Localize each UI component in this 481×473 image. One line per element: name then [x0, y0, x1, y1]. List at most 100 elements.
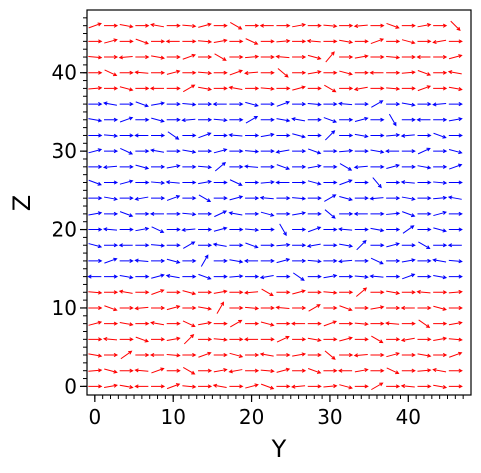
arrow: [135, 149, 150, 154]
arrow: [401, 55, 416, 60]
y-tick-label: 10: [52, 296, 77, 320]
arrow: [245, 23, 260, 28]
arrow: [417, 70, 432, 76]
arrow: [370, 243, 385, 248]
arrow: [135, 321, 150, 326]
arrow: [417, 23, 432, 28]
arrow: [292, 85, 306, 91]
arrow: [213, 337, 228, 342]
arrow: [88, 258, 103, 263]
arrow: [151, 133, 166, 138]
arrow: [151, 55, 165, 60]
arrow: [245, 383, 259, 389]
arrow: [323, 164, 338, 169]
arrow: [245, 352, 260, 358]
arrow: [323, 102, 338, 107]
arrow: [369, 196, 384, 201]
arrow: [448, 305, 463, 311]
arrow: [354, 54, 369, 59]
arrow: [339, 133, 354, 138]
arrow: [353, 23, 368, 29]
arrow: [433, 180, 448, 185]
arrow: [229, 195, 244, 201]
arrow: [198, 211, 213, 216]
arrow: [386, 337, 401, 342]
arrow: [165, 180, 180, 185]
arrow: [135, 336, 149, 343]
arrow: [276, 39, 291, 44]
arrow: [245, 274, 260, 279]
arrow: [338, 368, 353, 373]
arrow: [216, 301, 225, 314]
arrow: [228, 85, 243, 91]
arrow: [182, 180, 197, 185]
arrow: [307, 367, 322, 374]
arrow: [260, 102, 275, 107]
arrow: [354, 70, 369, 75]
arrow: [182, 320, 196, 328]
arrow: [339, 243, 354, 248]
x-tick-label: 0: [88, 405, 101, 429]
arrow: [370, 305, 385, 310]
arrow: [417, 227, 432, 232]
arrow: [276, 196, 291, 201]
arrow: [88, 179, 102, 186]
arrow: [370, 23, 385, 28]
arrow: [151, 117, 165, 123]
arrow: [119, 133, 134, 138]
arrow: [292, 102, 307, 107]
arrow: [212, 242, 227, 247]
arrow: [400, 180, 415, 185]
arrow: [213, 258, 228, 263]
arrow: [276, 164, 291, 171]
arrow: [386, 258, 401, 263]
arrow: [213, 321, 228, 326]
x-tick-label: 20: [239, 405, 264, 429]
arrow: [104, 383, 118, 388]
arrow: [182, 149, 197, 154]
arrow: [260, 149, 275, 154]
arrow: [198, 320, 212, 326]
arrow: [323, 384, 338, 389]
arrow: [200, 254, 209, 267]
arrow: [433, 336, 448, 341]
arrow: [260, 321, 275, 327]
arrow: [356, 239, 367, 251]
arrow: [386, 227, 401, 232]
arrow: [119, 305, 134, 311]
arrow: [339, 163, 353, 171]
arrow: [292, 272, 305, 281]
arrow: [104, 196, 118, 201]
arrow: [135, 243, 150, 248]
arrow: [103, 133, 119, 138]
arrow: [416, 289, 431, 294]
arrow: [198, 290, 213, 295]
arrow: [119, 179, 134, 185]
arrow: [417, 368, 432, 373]
arrow: [166, 383, 181, 390]
arrow: [118, 55, 133, 60]
arrow: [245, 133, 260, 138]
arrow: [339, 336, 353, 342]
arrow: [212, 383, 227, 388]
arrow: [307, 70, 322, 75]
arrow: [448, 274, 463, 279]
arrow: [150, 320, 165, 326]
arrow: [88, 305, 103, 311]
arrow: [244, 164, 259, 169]
arrow: [401, 164, 416, 169]
arrow: [292, 258, 307, 263]
arrow: [323, 117, 338, 123]
arrow: [260, 337, 275, 342]
arrow: [276, 290, 291, 295]
arrow: [323, 368, 338, 373]
arrow: [245, 306, 260, 311]
arrow: [213, 352, 228, 358]
arrow: [104, 368, 118, 374]
arrow: [401, 70, 416, 75]
arrow: [181, 227, 196, 232]
arrow: [402, 273, 416, 280]
arrow: [338, 259, 353, 264]
arrow: [338, 227, 353, 232]
arrow: [118, 243, 133, 248]
